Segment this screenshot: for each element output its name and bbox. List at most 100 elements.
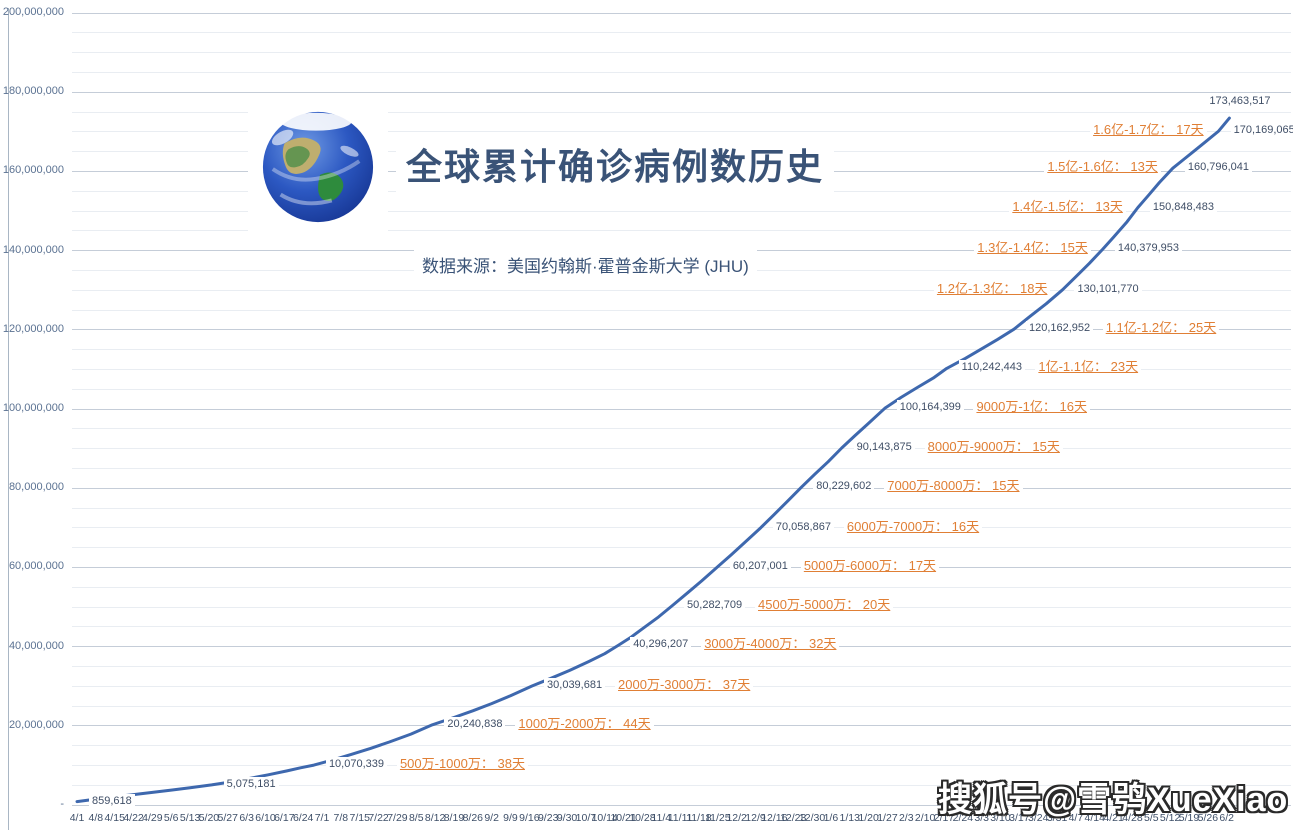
x-tick-label: 9/23 — [537, 812, 559, 824]
x-tick-label: 5/5 — [1143, 812, 1159, 824]
x-tick-label: 4/7 — [1068, 812, 1084, 824]
milestone-value-label: 90,143,875 — [853, 440, 915, 456]
milestone-duration-annotation: 5000万-6000万： 17天 — [800, 556, 940, 574]
minor-gridline — [72, 230, 1291, 231]
minor-gridline — [72, 666, 1291, 667]
x-tick-label: 1/27 — [877, 812, 898, 824]
x-tick-label: 2/3 — [898, 812, 914, 824]
major-gridline — [72, 725, 1291, 726]
milestone-value-label: 30,039,681 — [544, 678, 606, 694]
milestone-value-label: 40,296,207 — [630, 637, 692, 653]
x-tick-label: 10/21 — [610, 812, 637, 824]
x-tick-label: 2/17 — [933, 812, 955, 824]
x-tick-label: 1/6 — [823, 812, 839, 824]
x-tick-label: 5/6 — [163, 812, 179, 824]
y-tick-label: 160,000,000 — [2, 164, 64, 177]
x-tick-label: 12/2 — [726, 812, 747, 824]
minor-gridline — [72, 785, 1291, 786]
minor-gridline — [72, 468, 1291, 469]
minor-gridline — [72, 32, 1291, 33]
minor-gridline — [72, 547, 1291, 548]
x-tick-label: 10/28 — [629, 812, 656, 824]
minor-gridline — [72, 607, 1291, 608]
y-tick-label: 180,000,000 — [2, 85, 64, 98]
milestone-value-label: 70,058,867 — [772, 519, 834, 535]
x-tick-label: 3/24 — [1028, 812, 1049, 824]
milestone-duration-annotation: 1.1亿-1.2亿： 25天 — [1102, 319, 1220, 337]
minor-gridline — [72, 626, 1291, 627]
x-tick-label: 12/30 — [798, 812, 826, 824]
x-tick-label: 6/17 — [274, 812, 295, 824]
milestone-duration-annotation: 6000万-7000万： 16天 — [843, 517, 983, 535]
milestone-duration-annotation: 1.5亿-1.6亿： 13天 — [1044, 158, 1161, 176]
y-tick-label: 40,000,000 — [8, 639, 64, 652]
x-tick-label: 5/12 — [1159, 812, 1181, 824]
milestone-value-label: 110,242,443 — [958, 360, 1026, 376]
x-tick-label: 11/25 — [705, 812, 731, 824]
minor-gridline — [72, 428, 1291, 429]
milestone-value-label: 20,240,838 — [444, 716, 506, 732]
x-tick-label: 12/23 — [780, 812, 807, 824]
y-tick-label: 120,000,000 — [2, 322, 64, 335]
milestone-value-label: 50,282,709 — [684, 597, 746, 613]
x-tick-label: 5/19 — [1178, 812, 1200, 824]
x-tick-label: 9/30 — [556, 812, 578, 824]
x-tick-label: 4/21 — [1103, 812, 1124, 824]
milestone-value-label: 160,796,041 — [1184, 160, 1253, 176]
milestone-duration-annotation: 500万-1000万： 38天 — [396, 755, 528, 773]
x-tick-label: 8/12 — [424, 812, 446, 824]
minor-gridline — [72, 389, 1291, 390]
minor-gridline — [72, 508, 1291, 509]
milestone-duration-annotation: 3000万-4000万： 32天 — [701, 635, 840, 653]
x-tick-label: 6/10 — [255, 812, 276, 824]
earth-globe-icon — [262, 111, 374, 223]
x-tick-label: 5/13 — [179, 812, 201, 824]
watermark-sohu: 搜狐号@雪鸮XueXiao — [938, 781, 1289, 819]
minor-gridline — [72, 72, 1291, 73]
x-tick-label: 7/15 — [349, 812, 370, 824]
milestone-value-label: 150,848,483 — [1149, 199, 1218, 215]
plot-left-border — [8, 8, 9, 830]
x-tick-label: 5/20 — [198, 812, 220, 824]
major-gridline — [72, 329, 1291, 330]
major-gridline — [72, 13, 1291, 14]
x-tick-label: 8/5 — [408, 812, 424, 824]
x-tick-label: 4/1 — [69, 812, 85, 824]
minor-gridline — [72, 527, 1291, 528]
y-tick-label: 20,000,000 — [8, 718, 64, 731]
y-tick-label: 80,000,000 — [8, 481, 64, 494]
chart-title: 全球累计确诊病例数历史 — [396, 134, 835, 194]
minor-gridline — [72, 765, 1291, 766]
milestone-duration-annotation: 8000万-9000万： 15天 — [924, 438, 1063, 456]
minor-gridline — [72, 706, 1291, 707]
x-tick-label: 4/28 — [1122, 812, 1143, 824]
x-tick-label: 4/14 — [1084, 812, 1105, 824]
major-gridline — [72, 805, 1291, 806]
earth-image — [248, 98, 388, 236]
x-tick-label: 12/9 — [745, 812, 766, 824]
milestone-value-label: 80,229,602 — [813, 479, 875, 495]
x-tick-label: 7/1 — [314, 812, 330, 824]
milestone-value-label: 170,169,065 — [1230, 123, 1293, 139]
x-tick-label: 11/18 — [686, 812, 712, 824]
minor-gridline — [72, 211, 1291, 212]
minor-gridline — [72, 349, 1291, 350]
x-tick-label: 7/29 — [387, 812, 408, 824]
minor-gridline — [72, 369, 1291, 370]
x-tick-label: 12/16 — [761, 812, 788, 824]
major-gridline — [72, 92, 1291, 93]
major-gridline — [72, 567, 1291, 568]
x-tick-label: 9/2 — [484, 812, 499, 824]
y-tick-label: 100,000,000 — [2, 402, 64, 414]
x-tick-label: 4/22 — [123, 812, 144, 824]
y-tick-label: 60,000,000 — [8, 560, 64, 573]
x-tick-label: 6/24 — [292, 812, 314, 824]
x-tick-label: 2/24 — [952, 812, 974, 824]
milestone-value-label: 10,070,339 — [325, 757, 387, 773]
x-tick-label: 11/11 — [667, 812, 693, 824]
milestone-value-label: 130,101,770 — [1074, 281, 1142, 297]
x-tick-label: 10/14 — [591, 812, 618, 824]
minor-gridline — [72, 587, 1291, 588]
minor-gridline — [72, 448, 1291, 449]
x-tick-label: 8/19 — [443, 812, 465, 824]
